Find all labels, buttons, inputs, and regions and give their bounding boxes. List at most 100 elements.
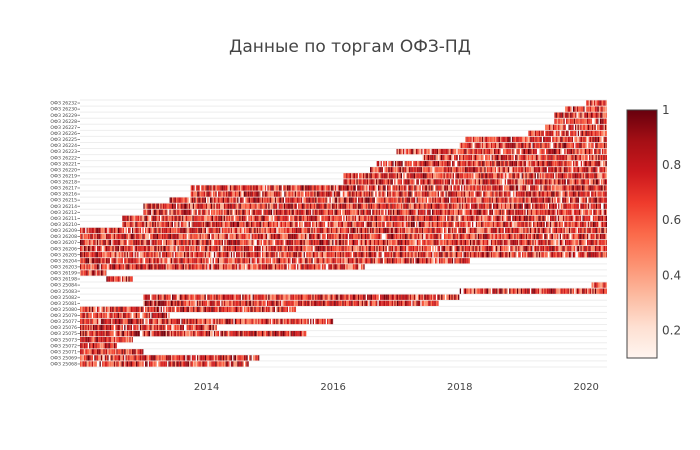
heatmap-cell	[207, 252, 209, 258]
heatmap-cell	[165, 215, 167, 222]
heatmap-cell	[146, 233, 148, 240]
heatmap-cell	[424, 239, 426, 246]
heatmap-cell	[501, 252, 503, 258]
heatmap-cell	[324, 264, 326, 270]
heatmap-cell	[574, 221, 576, 228]
heatmap-cell	[462, 215, 465, 222]
heatmap-cell	[559, 215, 561, 222]
heatmap-cell	[246, 355, 248, 361]
heatmap-cell	[207, 300, 209, 306]
heatmap-cell	[453, 215, 456, 222]
heatmap-cell	[167, 227, 169, 234]
heatmap-cell	[420, 245, 422, 252]
heatmap-cell	[372, 233, 374, 240]
heatmap-cell	[333, 233, 335, 240]
heatmap-cell	[334, 258, 337, 264]
heatmap-cell	[116, 330, 118, 337]
heatmap-cell	[419, 258, 421, 264]
heatmap-cell	[161, 330, 164, 337]
heatmap-cell	[268, 318, 270, 325]
heatmap-cell	[589, 227, 591, 234]
heatmap-cell	[410, 221, 413, 228]
heatmap-cell	[457, 215, 459, 222]
heatmap-cell	[326, 300, 329, 306]
heatmap-cell	[546, 239, 548, 246]
heatmap-cell	[173, 245, 175, 252]
heatmap-cell	[592, 227, 594, 234]
heatmap-cell	[516, 221, 518, 228]
heatmap-cell	[456, 294, 459, 300]
heatmap-cell	[566, 245, 568, 252]
heatmap-cell	[311, 252, 313, 258]
heatmap-row	[143, 300, 439, 306]
heatmap-cell	[542, 239, 545, 246]
heatmap-cell	[94, 361, 96, 367]
heatmap-cell	[204, 258, 207, 264]
heatmap-cell	[364, 245, 366, 252]
heatmap-cell	[229, 258, 231, 264]
heatmap-cell	[593, 252, 595, 258]
heatmap-cell	[455, 221, 457, 228]
heatmap-cell	[311, 300, 313, 306]
heatmap-cell	[107, 337, 109, 343]
heatmap-cell	[524, 288, 527, 294]
heatmap-cell	[308, 252, 311, 258]
heatmap-cell	[115, 318, 117, 325]
heatmap-cell	[576, 239, 578, 246]
heatmap-cell	[368, 233, 370, 240]
heatmap-cell	[311, 294, 313, 300]
heatmap-cell	[516, 288, 519, 294]
heatmap-cell	[267, 239, 269, 246]
heatmap-cell	[329, 239, 331, 246]
heatmap-cell	[199, 294, 201, 300]
heatmap-cell	[237, 252, 239, 258]
heatmap-cell	[187, 227, 190, 234]
heatmap-cell	[532, 239, 534, 246]
heatmap-cell	[122, 337, 125, 343]
heatmap-cell	[373, 252, 376, 258]
heatmap-cell	[544, 288, 546, 294]
heatmap-cell	[96, 318, 99, 325]
heatmap-cell	[509, 239, 511, 246]
heatmap-cell	[112, 258, 114, 264]
heatmap-cell	[194, 294, 196, 300]
heatmap-cell	[385, 258, 387, 264]
heatmap-cell	[562, 227, 564, 234]
heatmap-cell	[271, 252, 273, 258]
heatmap-cell	[90, 343, 92, 349]
heatmap-cell	[154, 324, 156, 331]
heatmap-cell	[107, 233, 109, 240]
heatmap-cell	[581, 245, 584, 252]
heatmap-cell	[570, 288, 572, 294]
heatmap-cell	[327, 215, 329, 222]
heatmap-cell	[264, 318, 266, 325]
heatmap-cell	[339, 221, 341, 228]
heatmap-cell	[330, 300, 332, 306]
heatmap-cell	[580, 245, 582, 252]
heatmap-cell	[307, 258, 309, 264]
heatmap-cell	[509, 252, 511, 258]
heatmap-cell	[363, 233, 365, 240]
heatmap-cell	[360, 245, 363, 252]
heatmap-cell	[137, 312, 139, 319]
heatmap-cell	[524, 252, 526, 258]
heatmap-cell	[284, 264, 286, 270]
heatmap-cell	[350, 227, 352, 234]
heatmap-cell	[557, 227, 559, 234]
heatmap-cell	[253, 209, 256, 215]
heatmap-cell	[434, 294, 436, 300]
heatmap-cell	[425, 221, 427, 228]
heatmap-cell	[251, 227, 253, 234]
heatmap-cell	[479, 239, 481, 246]
heatmap-cell	[115, 355, 117, 361]
heatmap-cell	[584, 288, 586, 294]
heatmap-cell	[267, 227, 269, 234]
heatmap-cell	[157, 221, 159, 228]
heatmap-cell	[496, 245, 498, 252]
heatmap-cell	[89, 264, 91, 270]
heatmap-cell	[603, 239, 606, 246]
heatmap-cell	[89, 227, 91, 234]
heatmap-cell	[262, 215, 264, 222]
heatmap-cell	[232, 215, 235, 222]
heatmap-cell	[581, 288, 584, 294]
